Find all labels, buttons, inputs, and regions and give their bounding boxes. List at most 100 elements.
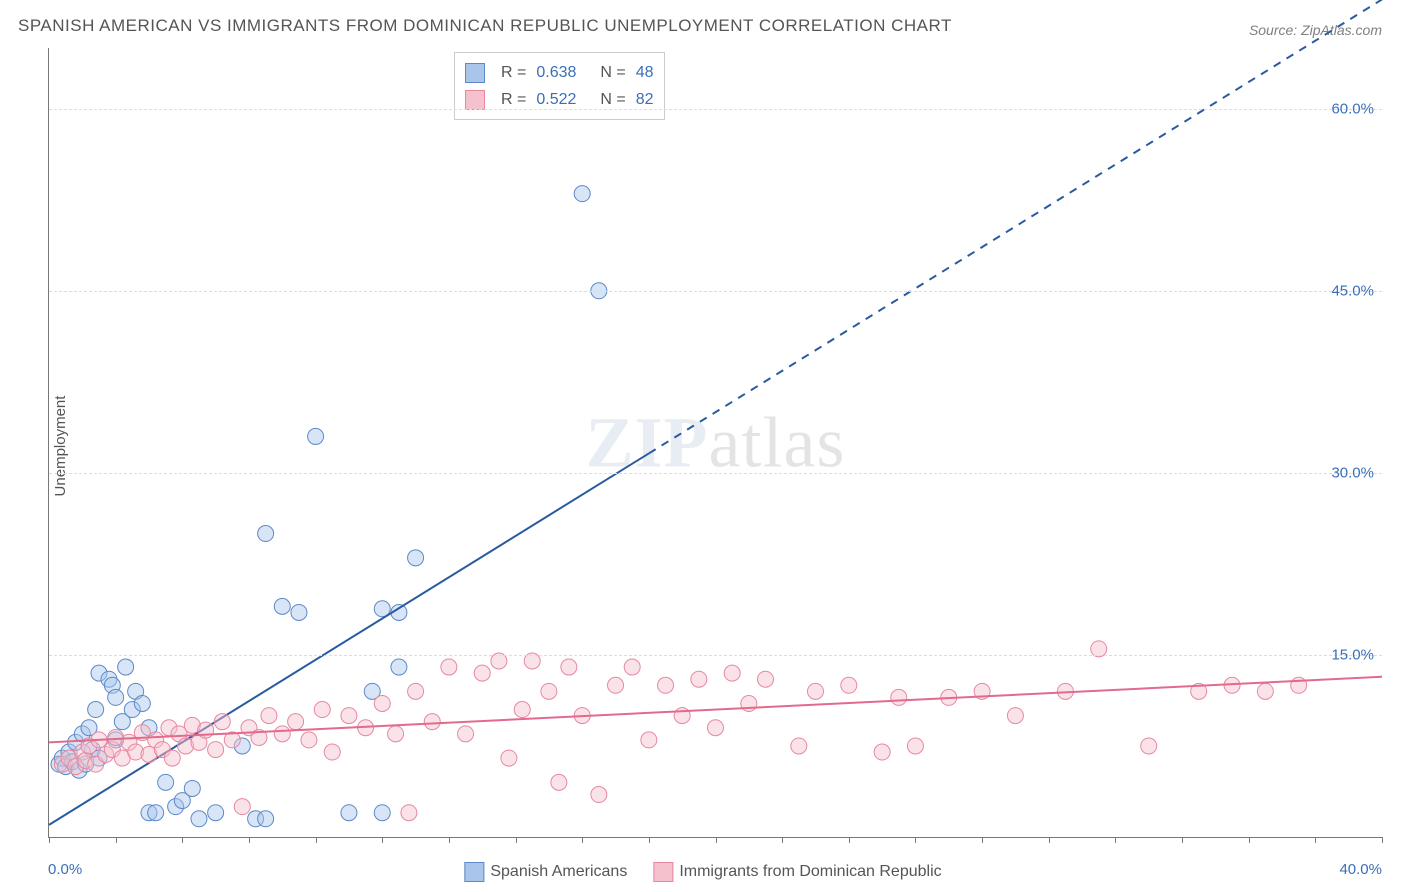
legend-label: Spanish Americans bbox=[490, 863, 627, 880]
data-point bbox=[234, 799, 250, 815]
data-point bbox=[441, 659, 457, 675]
data-point bbox=[474, 665, 490, 681]
gridline bbox=[49, 109, 1382, 110]
data-point bbox=[691, 671, 707, 687]
data-point bbox=[134, 695, 150, 711]
x-axis-max-label: 40.0% bbox=[1339, 861, 1382, 878]
plot-area: ZIPatlas R = 0.638N = 48R = 0.522N = 82 … bbox=[48, 48, 1382, 838]
chart-title: SPANISH AMERICAN VS IMMIGRANTS FROM DOMI… bbox=[18, 16, 952, 36]
data-point bbox=[724, 665, 740, 681]
data-point bbox=[184, 780, 200, 796]
data-point bbox=[374, 695, 390, 711]
data-point bbox=[574, 186, 590, 202]
n-value: 48 bbox=[636, 59, 654, 86]
data-point bbox=[148, 805, 164, 821]
data-point bbox=[164, 750, 180, 766]
bottom-legend: Spanish Americans Immigrants from Dominic… bbox=[464, 862, 941, 882]
data-point bbox=[561, 659, 577, 675]
x-tick bbox=[982, 837, 983, 843]
data-point bbox=[158, 774, 174, 790]
data-point bbox=[1141, 738, 1157, 754]
data-point bbox=[841, 677, 857, 693]
x-tick bbox=[182, 837, 183, 843]
data-point bbox=[391, 659, 407, 675]
y-tick-label: 30.0% bbox=[1331, 464, 1374, 481]
data-point bbox=[757, 671, 773, 687]
data-point bbox=[208, 805, 224, 821]
data-point bbox=[401, 805, 417, 821]
y-tick-label: 60.0% bbox=[1331, 100, 1374, 117]
data-point bbox=[288, 714, 304, 730]
x-tick bbox=[1315, 837, 1316, 843]
y-tick-label: 15.0% bbox=[1331, 646, 1374, 663]
x-tick bbox=[316, 837, 317, 843]
data-point bbox=[341, 708, 357, 724]
data-point bbox=[624, 659, 640, 675]
data-point bbox=[641, 732, 657, 748]
chart-svg bbox=[49, 48, 1382, 837]
data-point bbox=[388, 726, 404, 742]
data-point bbox=[424, 714, 440, 730]
trend-line bbox=[49, 453, 649, 824]
n-label: N = bbox=[600, 59, 625, 86]
data-point bbox=[501, 750, 517, 766]
data-point bbox=[118, 659, 134, 675]
data-point bbox=[408, 550, 424, 566]
legend-item: Spanish Americans bbox=[464, 862, 627, 882]
data-point bbox=[274, 726, 290, 742]
y-tick-label: 45.0% bbox=[1331, 282, 1374, 299]
trend-line-extrapolated bbox=[649, 0, 1382, 453]
data-point bbox=[1257, 683, 1273, 699]
data-point bbox=[341, 805, 357, 821]
x-tick bbox=[449, 837, 450, 843]
data-point bbox=[658, 677, 674, 693]
x-tick bbox=[716, 837, 717, 843]
data-point bbox=[258, 526, 274, 542]
data-point bbox=[301, 732, 317, 748]
data-point bbox=[208, 742, 224, 758]
data-point bbox=[608, 677, 624, 693]
x-axis-min-label: 0.0% bbox=[48, 861, 82, 878]
gridline bbox=[49, 655, 1382, 656]
stats-row: R = 0.638N = 48 bbox=[465, 59, 654, 86]
data-point bbox=[514, 702, 530, 718]
data-point bbox=[291, 604, 307, 620]
x-tick bbox=[116, 837, 117, 843]
data-point bbox=[374, 805, 390, 821]
x-tick bbox=[1382, 837, 1383, 843]
x-tick bbox=[382, 837, 383, 843]
x-tick bbox=[915, 837, 916, 843]
stats-legend-box: R = 0.638N = 48R = 0.522N = 82 bbox=[454, 52, 665, 120]
x-tick bbox=[516, 837, 517, 843]
data-point bbox=[891, 689, 907, 705]
x-tick bbox=[49, 837, 50, 843]
x-tick bbox=[582, 837, 583, 843]
data-point bbox=[88, 702, 104, 718]
gridline bbox=[49, 291, 1382, 292]
x-tick bbox=[782, 837, 783, 843]
data-point bbox=[274, 598, 290, 614]
x-tick bbox=[249, 837, 250, 843]
legend-swatch bbox=[653, 862, 673, 882]
data-point bbox=[541, 683, 557, 699]
x-tick bbox=[849, 837, 850, 843]
legend-label: Immigrants from Dominican Republic bbox=[679, 863, 941, 880]
data-point bbox=[324, 744, 340, 760]
gridline bbox=[49, 473, 1382, 474]
source-attribution: Source: ZipAtlas.com bbox=[1249, 22, 1382, 38]
legend-item: Immigrants from Dominican Republic bbox=[653, 862, 941, 882]
x-tick bbox=[1115, 837, 1116, 843]
x-tick bbox=[1249, 837, 1250, 843]
legend-swatch bbox=[465, 90, 485, 110]
r-value: 0.638 bbox=[536, 59, 576, 86]
x-tick bbox=[1182, 837, 1183, 843]
legend-swatch bbox=[464, 862, 484, 882]
x-tick bbox=[1049, 837, 1050, 843]
legend-swatch bbox=[465, 63, 485, 83]
data-point bbox=[708, 720, 724, 736]
data-point bbox=[258, 811, 274, 827]
x-tick bbox=[649, 837, 650, 843]
data-point bbox=[907, 738, 923, 754]
data-point bbox=[591, 787, 607, 803]
data-point bbox=[458, 726, 474, 742]
